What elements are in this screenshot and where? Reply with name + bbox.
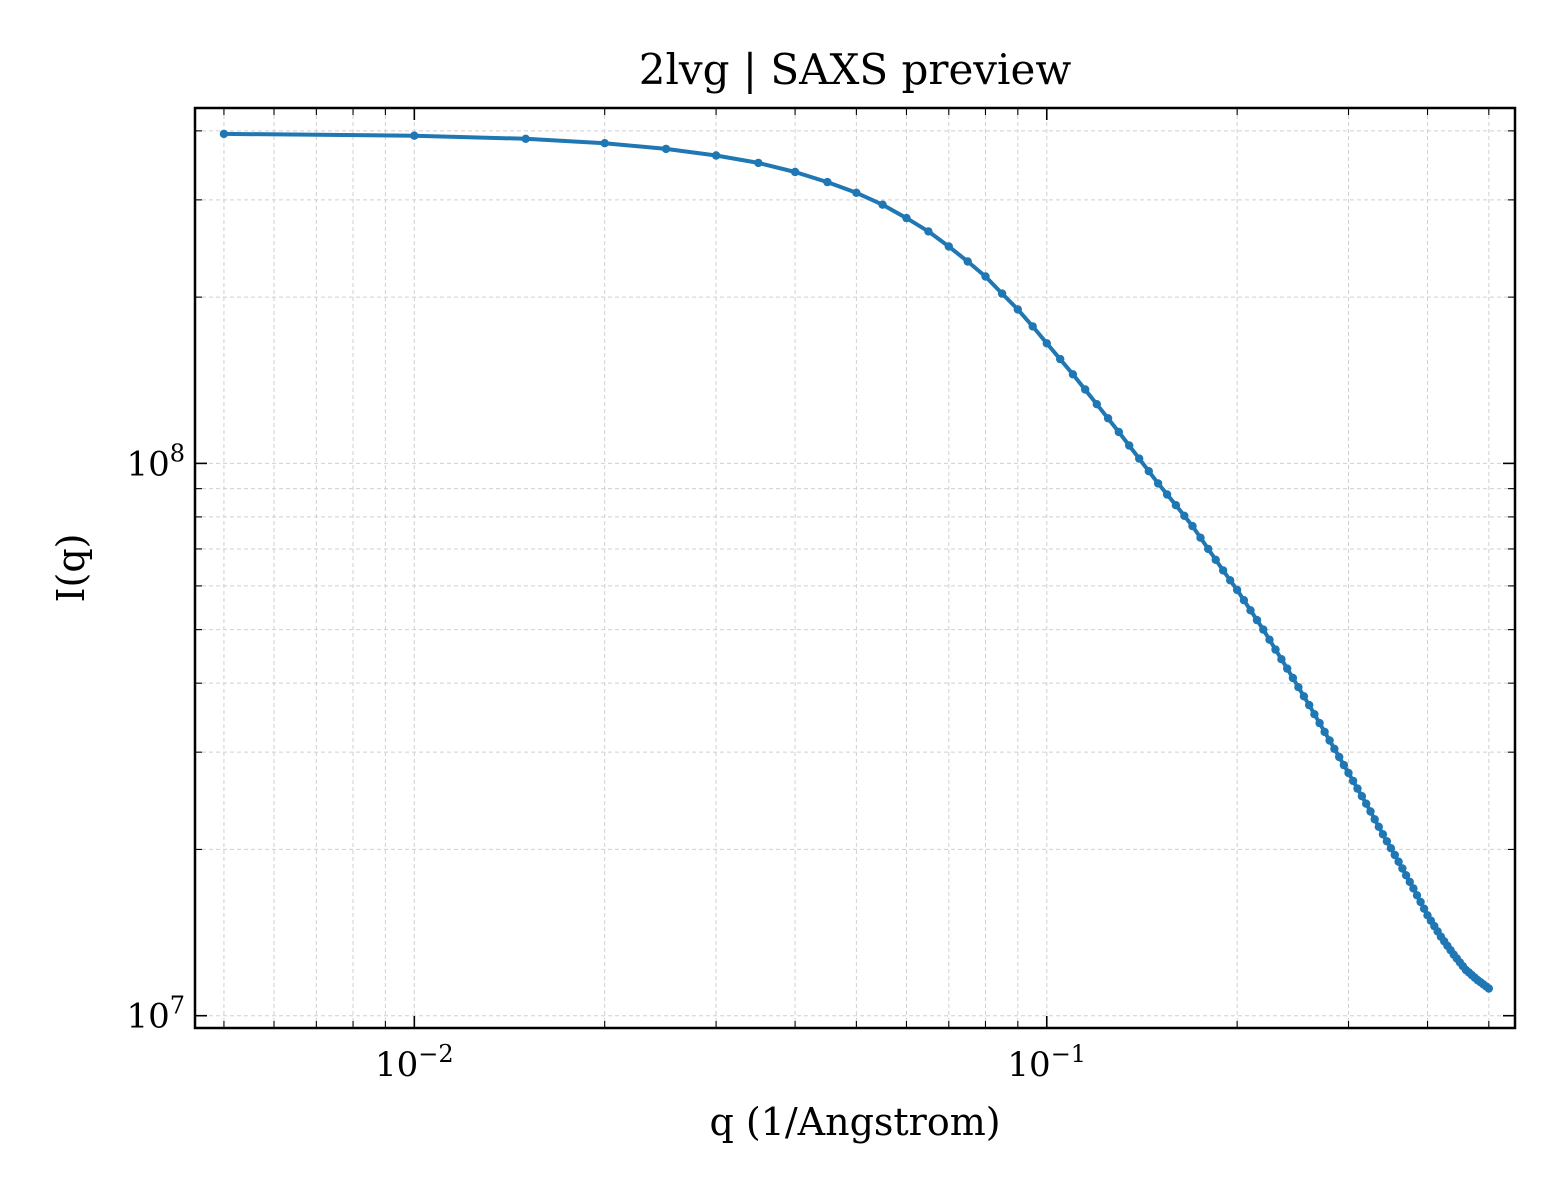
data-point <box>1259 625 1268 634</box>
data-point <box>410 131 419 140</box>
data-point <box>1028 322 1037 331</box>
data-point <box>1092 400 1102 409</box>
data-point <box>1366 807 1375 816</box>
data-point <box>1265 635 1274 644</box>
data-point <box>963 257 972 266</box>
data-point <box>1180 511 1189 520</box>
data-point <box>902 213 911 223</box>
data-point <box>1103 414 1113 423</box>
x-tick-label: 10−1 <box>1007 1040 1086 1085</box>
data-point <box>1283 664 1292 673</box>
y-tick-label: 108 <box>126 439 185 484</box>
data-point <box>981 272 990 281</box>
x-tick-label: 10−2 <box>375 1040 454 1085</box>
data-series <box>219 129 1494 993</box>
data-point <box>1135 454 1144 463</box>
data-point <box>944 242 953 251</box>
data-point <box>1330 744 1339 753</box>
data-point <box>790 167 800 177</box>
data-point <box>1370 815 1379 824</box>
data-point <box>1252 615 1262 625</box>
data-point <box>1204 544 1213 554</box>
data-point <box>823 177 832 187</box>
data-point <box>852 188 861 197</box>
data-point <box>1320 727 1329 737</box>
data-point <box>600 139 609 148</box>
data-point <box>1299 692 1309 701</box>
data-point <box>1416 897 1425 907</box>
data-point <box>1374 822 1384 831</box>
data-point <box>1401 871 1411 880</box>
data-point <box>1315 718 1324 728</box>
data-point <box>1484 984 1494 993</box>
x-axis-title: q (1/Angstrom) <box>709 1100 1000 1144</box>
y-tick-label: 107 <box>126 992 185 1037</box>
data-point <box>1409 884 1418 893</box>
data-point <box>1325 736 1334 745</box>
data-point <box>1339 760 1349 770</box>
data-point <box>1013 305 1022 314</box>
data-point <box>1271 645 1280 654</box>
data-point <box>1412 891 1422 900</box>
data-point <box>1226 576 1235 585</box>
data-point <box>219 129 229 139</box>
data-point <box>1277 655 1286 664</box>
data-point <box>1246 606 1255 615</box>
data-point <box>1218 566 1228 575</box>
data-point <box>1125 441 1134 450</box>
data-point <box>711 151 721 160</box>
data-point <box>1335 752 1344 762</box>
data-point <box>878 200 887 209</box>
data-point <box>1398 864 1407 873</box>
data-point <box>521 134 530 143</box>
data-point <box>1068 370 1078 379</box>
data-point <box>1042 339 1052 348</box>
data-point <box>997 289 1007 298</box>
data-point <box>1394 857 1403 866</box>
axis-ticks: 10−2 10−1 107 108 <box>126 108 1515 1085</box>
data-point <box>1196 533 1205 542</box>
data-point <box>1357 792 1367 801</box>
data-point <box>1310 710 1319 719</box>
data-point <box>1211 555 1220 564</box>
data-point <box>1419 904 1429 913</box>
data-point <box>1153 479 1163 488</box>
data-point <box>754 158 763 168</box>
y-axis-title: I(q) <box>49 534 93 603</box>
data-point <box>1305 700 1314 710</box>
data-point <box>1188 521 1197 531</box>
data-point <box>1294 683 1303 692</box>
data-point <box>1056 354 1065 364</box>
data-point <box>1348 776 1358 786</box>
grid <box>195 108 1515 1028</box>
data-point <box>1114 427 1124 437</box>
data-point <box>1405 877 1415 887</box>
data-point <box>1081 385 1090 394</box>
data-point <box>1390 850 1400 860</box>
data-point <box>1239 596 1249 605</box>
data-point <box>1362 799 1371 808</box>
data-point <box>1232 585 1242 595</box>
data-point <box>1386 844 1396 853</box>
plot-frame <box>193 106 1517 1030</box>
data-point <box>1144 467 1154 476</box>
data-point <box>924 227 933 236</box>
chart-title: 2lvg | SAXS preview <box>639 45 1072 94</box>
data-point <box>1288 673 1298 683</box>
data-point <box>1162 490 1172 499</box>
data-point <box>1378 830 1388 839</box>
data-point <box>1344 768 1353 778</box>
data-point <box>1382 837 1392 846</box>
data-point <box>661 144 671 154</box>
data-point <box>1353 784 1362 793</box>
data-point <box>1171 501 1181 510</box>
